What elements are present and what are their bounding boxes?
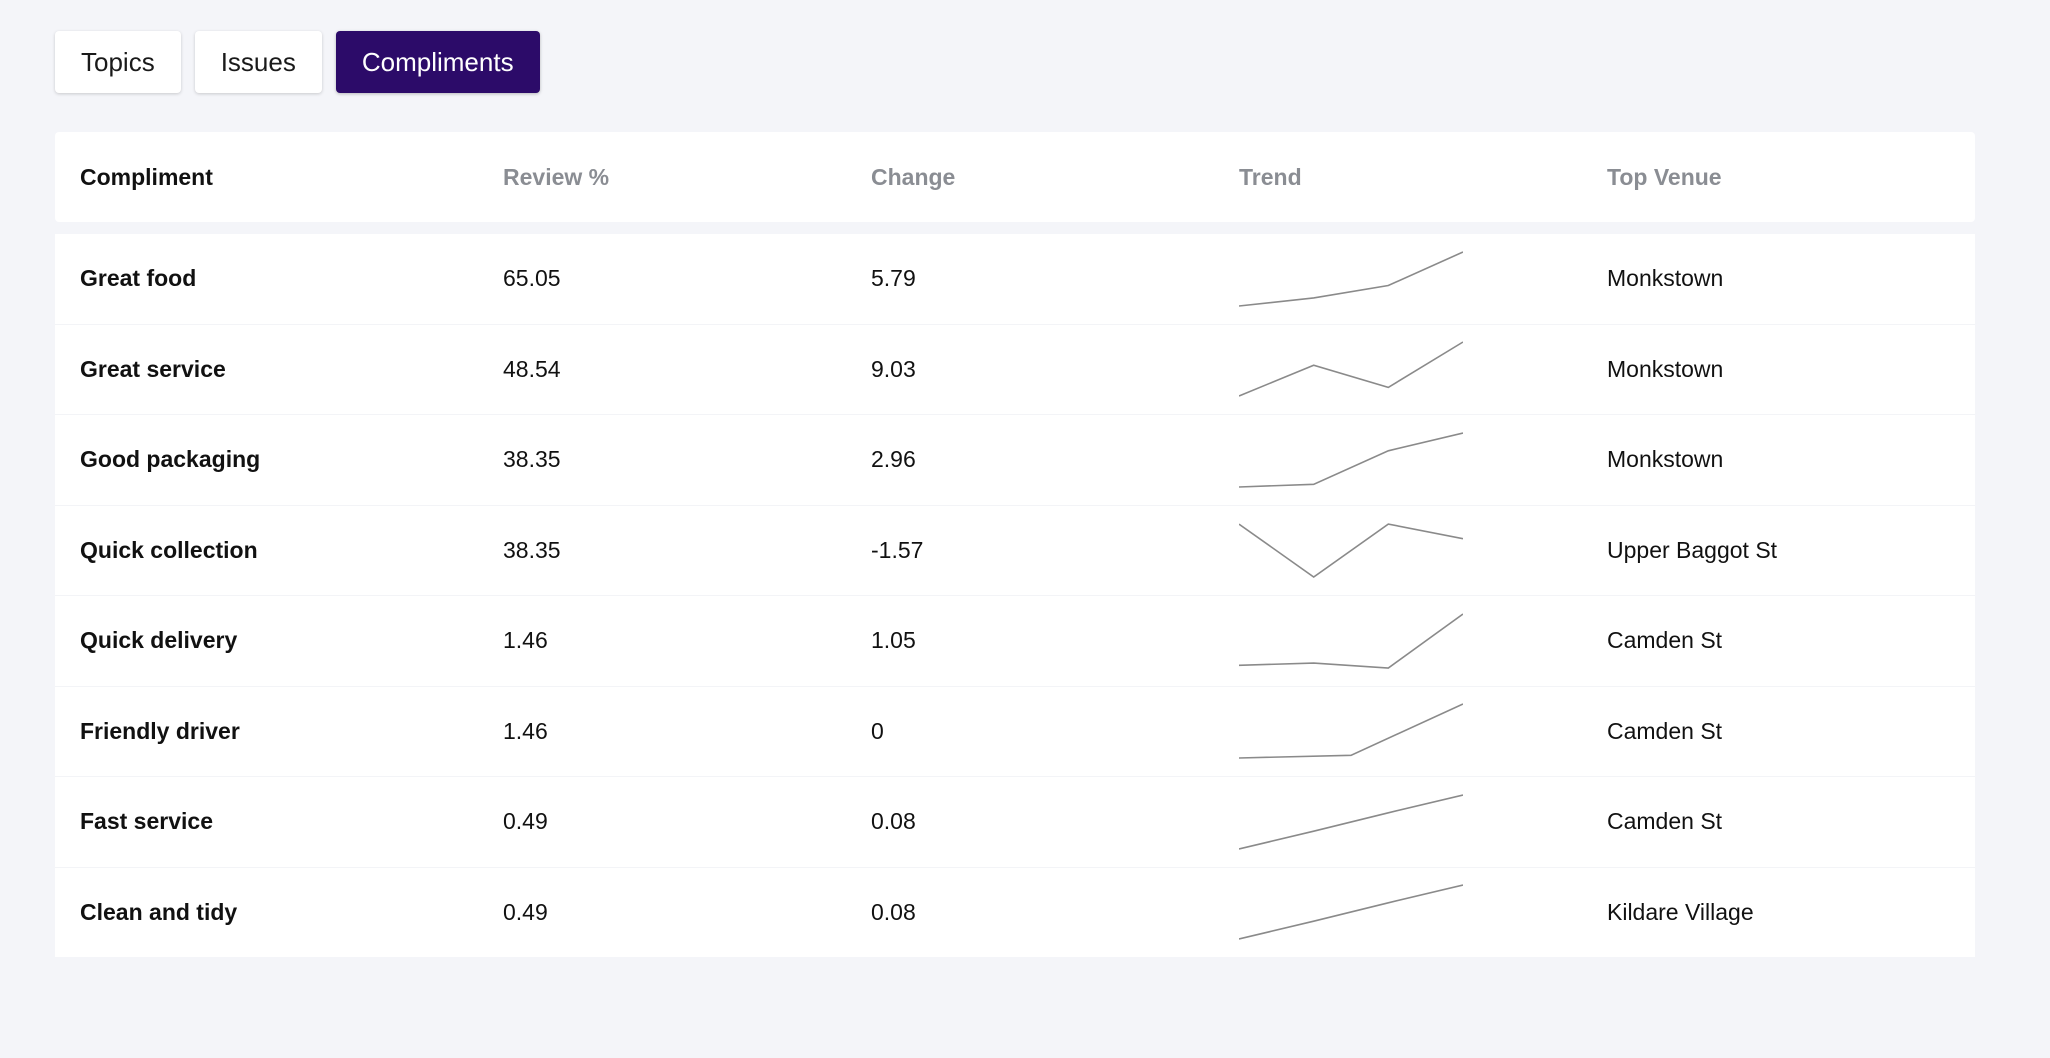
trend-cell <box>1239 249 1607 309</box>
trend-cell <box>1239 430 1607 490</box>
change-value: 0 <box>871 717 884 744</box>
table-row[interactable]: Quick delivery 1.46 1.05 Camden St <box>55 596 1975 687</box>
table-row[interactable]: Great food 65.05 5.79 Monkstown <box>55 234 1975 325</box>
review-pct: 1.46 <box>503 717 548 744</box>
review-pct: 38.35 <box>503 536 561 563</box>
review-pct: 65.05 <box>503 265 561 292</box>
compliment-name: Fast service <box>80 808 213 835</box>
review-pct: 0.49 <box>503 898 548 925</box>
review-pct: 1.46 <box>503 627 548 654</box>
top-venue: Upper Baggot St <box>1607 536 1778 563</box>
trend-sparkline <box>1239 523 1463 579</box>
tab-compliments[interactable]: Compliments <box>335 31 540 93</box>
trend-cell <box>1239 611 1607 671</box>
compliment-name: Clean and tidy <box>80 898 238 925</box>
table-row[interactable]: Great service 48.54 9.03 Monkstown <box>55 324 1975 415</box>
table-row[interactable]: Fast service 0.49 0.08 Camden St <box>55 777 1975 868</box>
trend-sparkline <box>1239 431 1463 488</box>
top-venue: Monkstown <box>1607 265 1724 292</box>
header-trend[interactable]: Trend <box>1239 163 1302 190</box>
trend-sparkline <box>1239 613 1463 669</box>
trend-cell <box>1239 520 1607 580</box>
trend-sparkline <box>1239 703 1463 760</box>
change-value: -1.57 <box>871 536 924 563</box>
trend-line <box>1239 523 1463 579</box>
compliment-name: Quick collection <box>80 536 258 563</box>
top-venue: Camden St <box>1607 627 1723 654</box>
table-body: Great food 65.05 5.79 Monkstown Great servic… <box>55 234 1975 957</box>
trend-line <box>1239 251 1463 307</box>
compliment-name: Great service <box>80 355 226 382</box>
tab-issues[interactable]: Issues <box>194 31 322 93</box>
trend-cell <box>1239 882 1607 942</box>
change-value: 9.03 <box>871 355 916 382</box>
trend-sparkline <box>1239 251 1463 307</box>
header-change[interactable]: Change <box>871 163 956 190</box>
change-value: 0.08 <box>871 808 916 835</box>
trend-cell <box>1239 792 1607 852</box>
review-pct: 48.54 <box>503 355 561 382</box>
trend-line <box>1239 703 1463 760</box>
header-review-pct[interactable]: Review % <box>503 163 610 190</box>
trend-line <box>1239 431 1463 488</box>
compliment-name: Great food <box>80 265 197 292</box>
trend-cell <box>1239 339 1607 399</box>
top-venue: Kildare Village <box>1607 898 1754 925</box>
compliment-name: Quick delivery <box>80 627 238 654</box>
compliment-name: Good packaging <box>80 446 261 473</box>
change-value: 0.08 <box>871 898 916 925</box>
tab-topics[interactable]: Topics <box>55 31 181 93</box>
trend-line <box>1239 884 1463 941</box>
trend-cell <box>1239 701 1607 761</box>
trend-line <box>1239 613 1463 669</box>
table-row[interactable]: Good packaging 38.35 2.96 Monkstown <box>55 415 1975 506</box>
top-venue: Camden St <box>1607 717 1723 744</box>
compliment-name: Friendly driver <box>80 717 240 744</box>
table-row[interactable]: Quick collection 38.35 -1.57 Upper Baggot S… <box>55 505 1975 596</box>
trend-line <box>1239 341 1463 397</box>
table-row[interactable]: Friendly driver 1.46 0 Camden St <box>55 686 1975 777</box>
trend-sparkline <box>1239 884 1463 941</box>
tab-bar: Topics Issues Compliments <box>55 31 540 93</box>
trend-line <box>1239 793 1463 850</box>
change-value: 2.96 <box>871 446 916 473</box>
trend-sparkline <box>1239 341 1463 397</box>
trend-sparkline <box>1239 793 1463 850</box>
compliments-table: Compliment Review % Change Trend Top Ven… <box>55 132 1975 957</box>
top-venue: Camden St <box>1607 808 1723 835</box>
top-venue: Monkstown <box>1607 446 1724 473</box>
header-compliment[interactable]: Compliment <box>80 163 213 190</box>
review-pct: 38.35 <box>503 446 561 473</box>
header-top-venue[interactable]: Top Venue <box>1607 163 1722 190</box>
change-value: 1.05 <box>871 627 916 654</box>
table-row[interactable]: Clean and tidy 0.49 0.08 Kildare Village <box>55 867 1975 957</box>
review-pct: 0.49 <box>503 808 548 835</box>
change-value: 5.79 <box>871 265 916 292</box>
top-venue: Monkstown <box>1607 355 1724 382</box>
table-header: Compliment Review % Change Trend Top Ven… <box>55 132 1975 222</box>
